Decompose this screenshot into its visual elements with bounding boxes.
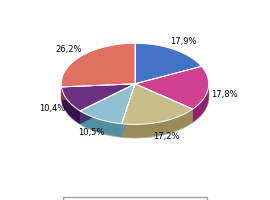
Polygon shape (80, 111, 122, 137)
Polygon shape (80, 84, 135, 124)
Polygon shape (135, 84, 209, 97)
Polygon shape (80, 84, 135, 124)
Polygon shape (135, 43, 201, 84)
Polygon shape (135, 84, 193, 122)
Polygon shape (80, 84, 135, 124)
Polygon shape (193, 84, 209, 122)
Text: 10,4%: 10,4% (39, 104, 65, 113)
Polygon shape (62, 84, 135, 100)
Text: 17,2%: 17,2% (153, 132, 180, 141)
Polygon shape (135, 84, 193, 122)
Polygon shape (122, 109, 193, 138)
Text: 17,8%: 17,8% (211, 90, 238, 99)
Polygon shape (62, 84, 135, 111)
Polygon shape (61, 84, 135, 97)
Polygon shape (61, 43, 135, 87)
Polygon shape (122, 84, 135, 137)
Text: 17,9%: 17,9% (170, 37, 196, 46)
Polygon shape (135, 66, 209, 109)
Polygon shape (61, 57, 209, 138)
Polygon shape (122, 84, 135, 137)
Polygon shape (61, 84, 209, 138)
Polygon shape (122, 84, 193, 124)
Text: 26,2%: 26,2% (56, 45, 82, 54)
Text: 10,5%: 10,5% (78, 128, 104, 137)
Polygon shape (62, 84, 135, 100)
Polygon shape (62, 87, 80, 124)
Legend: C, A, J, M, R, Прочие: C, A, J, M, R, Прочие (63, 197, 207, 200)
